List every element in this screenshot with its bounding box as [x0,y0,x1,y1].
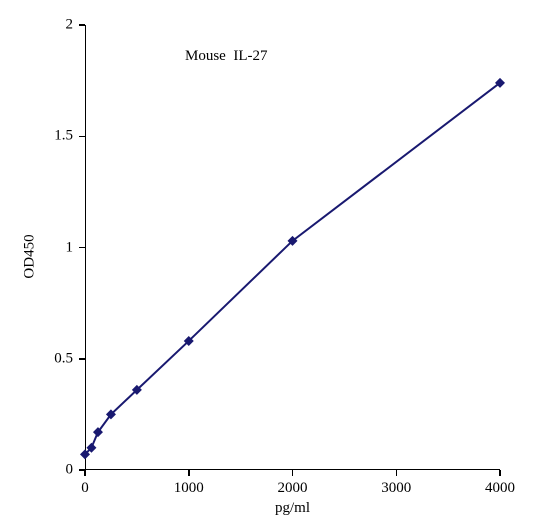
y-tick-label: 2 [66,17,74,34]
x-tick-label: 1000 [174,480,204,497]
x-tick-label: 2000 [278,480,308,497]
y-tick [79,358,85,360]
y-tick-label: 0.5 [54,350,73,367]
x-tick [396,470,398,476]
x-tick-label: 3000 [381,480,411,497]
y-tick [79,24,85,26]
y-axis-label: OD450 [22,234,39,278]
x-tick [188,470,190,476]
y-tick [79,136,85,138]
chart-container: Mouse IL-27 OD450 pg/ml 00.511.520100020… [0,0,533,527]
y-tick-label: 1 [66,239,74,256]
x-tick-label: 0 [81,480,89,497]
x-tick-label: 4000 [485,480,515,497]
plot-area [85,25,500,470]
y-tick-label: 1.5 [54,128,73,145]
y-tick [79,247,85,249]
x-tick [292,470,294,476]
y-tick-label: 0 [66,462,74,479]
x-tick [84,470,86,476]
x-tick [499,470,501,476]
x-axis-label: pg/ml [275,500,310,517]
